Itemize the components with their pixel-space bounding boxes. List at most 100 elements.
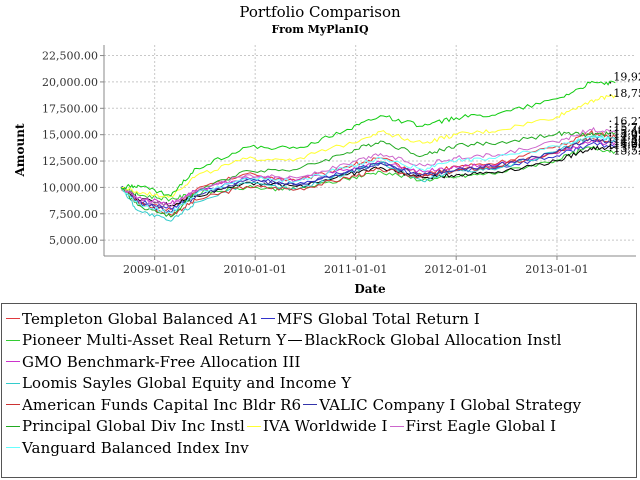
end-label-dot: [609, 94, 612, 96]
legend-item: Pioneer Multi-Asset Real Return Y: [6, 331, 286, 349]
y-tick-label: 10,000.00: [42, 181, 98, 194]
series-line: [120, 144, 616, 208]
end-label: 14,585: [613, 133, 640, 146]
legend-item: IVA Worldwide I: [246, 417, 388, 436]
series-line: [120, 130, 616, 218]
x-tick-label: 2012-01-01: [424, 263, 487, 276]
end-labels-group: 19,922 18,754 16,27315,74315,40315,09714,9…: [609, 71, 640, 157]
legend-item: First Eagle Global I: [389, 417, 557, 436]
chart-title: Portfolio Comparison: [239, 3, 401, 21]
x-axis-label: Date: [354, 282, 386, 296]
end-label: 15,743: [613, 121, 640, 134]
legend-swatch: [260, 318, 275, 320]
x-axis: 2009-01-01 2010-01-01 2011-01-01 2012-01-01…: [104, 255, 636, 276]
legend-row: Principal Global Div Inc Instl IVA Worldw…: [6, 416, 632, 438]
end-label: 14,923: [613, 129, 640, 142]
legend-swatch: [6, 404, 20, 406]
legend-swatch: [389, 425, 404, 427]
end-label-dot: [609, 132, 612, 135]
legend-swatch: [303, 404, 318, 406]
series-line: [121, 94, 616, 198]
x-tick-label: 2013-01-01: [525, 263, 588, 276]
end-label: 14,067: [613, 139, 640, 152]
legend-label: First Eagle Global I: [405, 417, 557, 436]
legend-row: American Funds Capital Inc Bldr R6 VALIC …: [6, 394, 632, 416]
legend-item: Templeton Global Balanced A1: [6, 310, 259, 328]
legend-swatch: [6, 318, 20, 320]
legend-item: BlackRock Global Allocation Instl: [288, 331, 561, 349]
legend-item: Vanguard Balanced Index Inv: [6, 439, 249, 457]
legend-label: Principal Global Div Inc Instl: [22, 417, 245, 436]
chart-legend: Templeton Global Balanced A1 MFS Global T…: [1, 303, 637, 478]
end-label-dot: [609, 143, 612, 146]
legend-label: IVA Worldwide I: [262, 417, 388, 436]
y-tick-label: 22,500.00: [42, 50, 98, 63]
legend-swatch: [6, 361, 20, 363]
x-tick-label: 2009-01-01: [123, 263, 186, 276]
chart-subtitle: From MyPlanIQ: [271, 23, 369, 36]
x-tick-label: 2011-01-01: [324, 263, 387, 276]
end-label: 15,097: [613, 128, 640, 141]
end-label: 14,235: [613, 137, 640, 150]
end-label: 14,411: [613, 135, 640, 148]
y-tick-label: 5,000.00: [49, 234, 98, 247]
legend-row: Vanguard Balanced Index Inv: [6, 437, 632, 459]
legend-item: Loomis Sayles Global Equity and Income Y: [6, 374, 351, 392]
legend-label: Loomis Sayles Global Equity and Income Y: [22, 374, 352, 393]
legend-swatch: [6, 382, 20, 384]
series-line: [120, 135, 616, 222]
end-label-dot: [609, 149, 612, 152]
end-label: 19,922: [613, 71, 640, 84]
legend-label: Pioneer Multi-Asset Real Return Y: [22, 331, 287, 350]
portfolio-line-chart: Portfolio Comparison From MyPlanIQ 19,92…: [13, 3, 640, 296]
legend-swatch: [6, 447, 20, 449]
legend-row: Pioneer Multi-Asset Real Return Y BlackRo…: [6, 330, 632, 352]
end-label: 18,754: [613, 87, 640, 100]
legend-label: Vanguard Balanced Index Inv: [22, 438, 249, 457]
legend-label: MFS Global Total Return I: [276, 309, 480, 328]
y-tick-label: 20,000.00: [42, 76, 98, 89]
y-tick-label: 15,000.00: [42, 129, 98, 142]
legend-item: GMO Benchmark-Free Allocation III: [6, 353, 301, 371]
end-label: 13,721: [613, 142, 640, 155]
legend-swatch: [6, 425, 20, 427]
series-line: [120, 137, 616, 215]
legend-row: Templeton Global Balanced A1 MFS Global T…: [6, 308, 632, 330]
end-label-dot: [609, 138, 612, 140]
end-label: 16,273: [613, 115, 640, 128]
legend-label: BlackRock Global Allocation Instl: [304, 331, 562, 350]
end-label: 13,521: [613, 144, 640, 157]
series-line: [120, 135, 616, 214]
y-axis-label: Amount: [13, 123, 27, 177]
legend-swatch: [288, 339, 303, 341]
y-tick-label: 12,500.00: [42, 155, 98, 168]
y-axis: 5,000.00 7,500.00 10,000.00 12,500.00 15,000…: [42, 45, 105, 256]
end-label-dot: [609, 81, 612, 84]
end-label-dot: [609, 140, 612, 142]
end-label-dot: [609, 141, 612, 144]
legend-row: GMO Benchmark-Free Allocation III: [6, 351, 632, 373]
y-tick-label: 7,500.00: [49, 208, 98, 221]
end-label-dot: [609, 134, 612, 137]
legend-item: VALIC Company I Global Strategy: [303, 396, 581, 414]
legend-label: GMO Benchmark-Free Allocation III: [22, 352, 301, 371]
end-label-dot: [609, 126, 612, 128]
legend-swatch: [246, 425, 261, 427]
end-label: 15,403: [613, 124, 640, 137]
y-tick-label: 17,500.00: [42, 102, 98, 115]
legend-item: MFS Global Total Return I: [260, 309, 480, 328]
legend-swatch: [6, 339, 20, 341]
end-label-dot: [609, 120, 612, 123]
plot-area: [104, 45, 636, 256]
x-tick-label: 2010-01-01: [223, 263, 286, 276]
series-group: [120, 80, 616, 222]
end-label-dot: [609, 129, 612, 132]
end-label-dot: [609, 147, 612, 149]
series-line: [120, 126, 616, 208]
legend-row: Loomis Sayles Global Equity and Income Y: [6, 373, 632, 395]
legend-item: Principal Global Div Inc Instl: [6, 417, 245, 435]
legend-label: American Funds Capital Inc Bldr R6: [22, 395, 302, 414]
legend-label: Templeton Global Balanced A1: [22, 309, 259, 328]
series-line: [120, 80, 616, 197]
legend-label: VALIC Company I Global Strategy: [319, 395, 582, 414]
